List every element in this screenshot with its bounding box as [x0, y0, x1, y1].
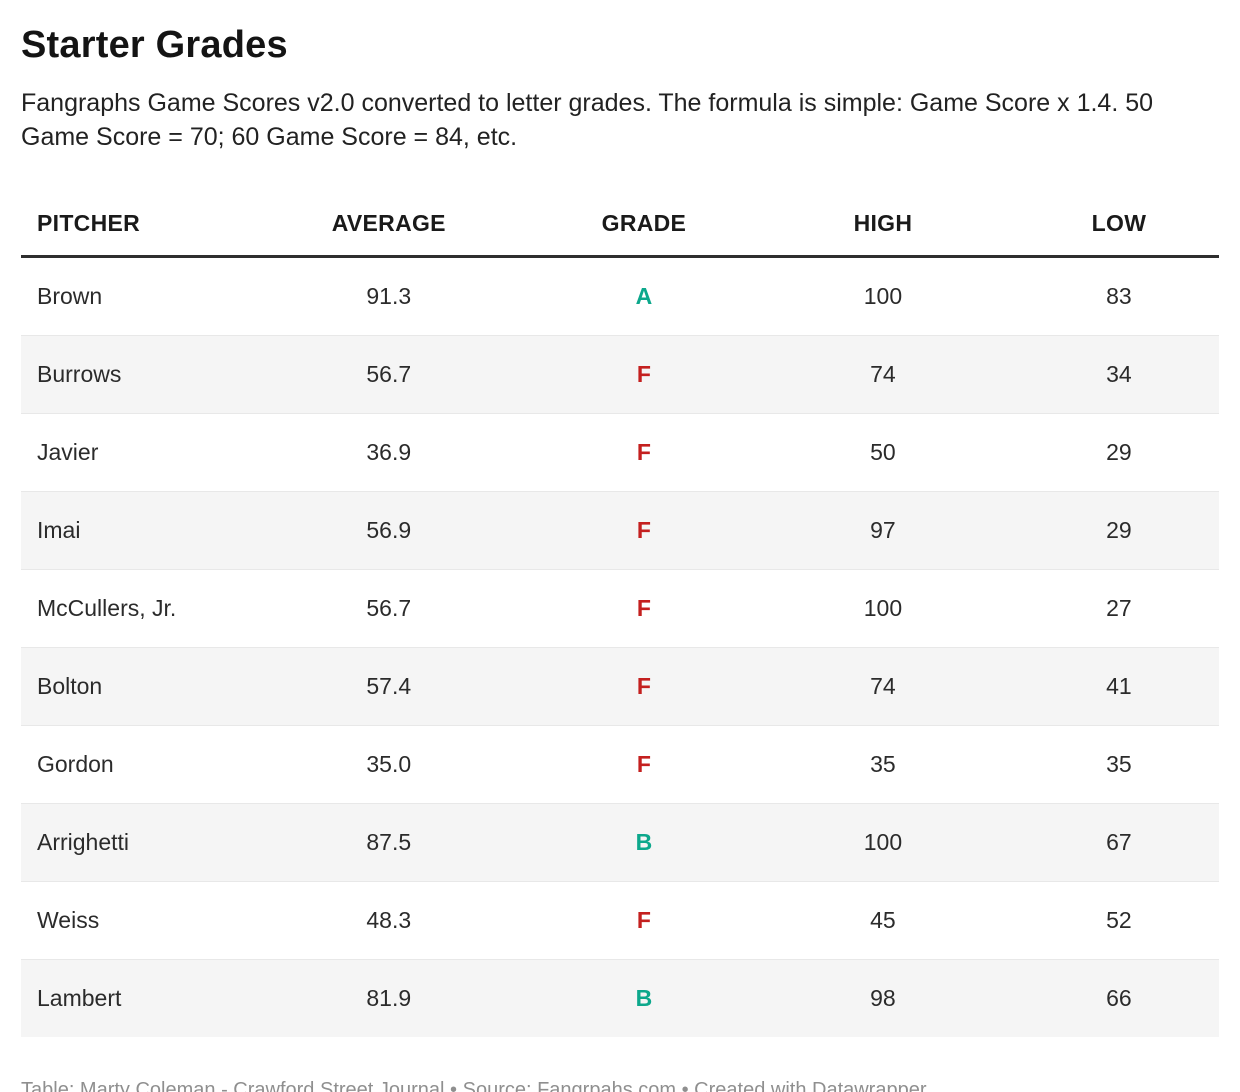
table-row: Brown 91.3 A 100 83	[21, 257, 1219, 336]
cell-grade: B	[541, 804, 747, 882]
grade-letter: F	[636, 907, 651, 933]
cell-low: 41	[1106, 673, 1132, 699]
cell-grade: B	[541, 960, 747, 1038]
cell-high: 97	[870, 517, 896, 543]
cell-low: 34	[1106, 361, 1132, 387]
table-header-row: PITCHER AVERAGE GRADE HIGH LOW	[21, 194, 1219, 258]
cell-average: 48.3	[366, 907, 412, 933]
table-row: Arrighetti 87.5 B 100 67	[21, 803, 1219, 882]
col-header-grade: GRADE	[540, 194, 747, 258]
cell-high: 98	[870, 985, 896, 1011]
cell-grade: F	[541, 492, 747, 570]
grade-letter: A	[635, 283, 653, 309]
cell-high: 100	[863, 595, 903, 621]
table-row: Burrows 56.7 F 74 34	[21, 335, 1219, 414]
cell-low: 83	[1106, 283, 1132, 309]
table-row: Bolton 57.4 F 74 41	[21, 647, 1219, 726]
cell-grade: F	[541, 648, 747, 726]
table-body: Brown 91.3 A 100 83 Burrows 56.7 F 74 34…	[21, 257, 1219, 1038]
cell-pitcher: Arrighetti	[37, 829, 130, 855]
grade-letter: F	[636, 673, 651, 699]
grades-table: PITCHER AVERAGE GRADE HIGH LOW Brown 91.…	[21, 194, 1219, 1037]
chart-description: Fangraphs Game Scores v2.0 converted to …	[21, 89, 1154, 151]
table-row: Weiss 48.3 F 45 52	[21, 881, 1219, 960]
cell-grade: F	[541, 414, 747, 492]
cell-high: 50	[870, 439, 896, 465]
cell-low: 27	[1106, 595, 1132, 621]
cell-low: 67	[1106, 829, 1132, 855]
cell-grade: A	[541, 257, 747, 336]
grade-letter: F	[636, 439, 651, 465]
cell-high: 74	[870, 361, 896, 387]
cell-high: 100	[863, 283, 903, 309]
cell-grade: F	[541, 882, 747, 960]
footer-credit: Table: Marty Coleman - Crawford Street J…	[21, 1079, 927, 1092]
grade-letter: B	[635, 829, 653, 855]
cell-pitcher: Brown	[37, 283, 103, 309]
cell-average: 35.0	[366, 751, 412, 777]
cell-high: 45	[870, 907, 896, 933]
cell-low: 66	[1106, 985, 1132, 1011]
cell-pitcher: Imai	[37, 517, 81, 543]
cell-average: 91.3	[366, 283, 412, 309]
grade-letter: F	[636, 751, 651, 777]
cell-average: 81.9	[366, 985, 412, 1011]
cell-pitcher: Lambert	[37, 985, 122, 1011]
cell-low: 29	[1106, 439, 1132, 465]
table-row: Imai 56.9 F 97 29	[21, 491, 1219, 570]
cell-pitcher: Gordon	[37, 751, 114, 777]
cell-high: 100	[863, 829, 903, 855]
table-row: McCullers, Jr. 56.7 F 100 27	[21, 569, 1219, 648]
cell-average: 56.7	[366, 595, 412, 621]
table-row: Javier 36.9 F 50 29	[21, 413, 1219, 492]
cell-low: 29	[1106, 517, 1132, 543]
cell-pitcher: Javier	[37, 439, 99, 465]
cell-pitcher: Bolton	[37, 673, 103, 699]
col-header-high: HIGH	[746, 194, 1019, 258]
table-row: Gordon 35.0 F 35 35	[21, 725, 1219, 804]
cell-low: 52	[1106, 907, 1132, 933]
cell-pitcher: Burrows	[37, 361, 122, 387]
cell-average: 87.5	[366, 829, 412, 855]
col-header-pitcher: PITCHER	[21, 194, 237, 258]
cell-pitcher: Weiss	[37, 907, 100, 933]
grade-letter: F	[636, 361, 651, 387]
cell-high: 74	[870, 673, 896, 699]
cell-average: 36.9	[366, 439, 412, 465]
cell-grade: F	[541, 336, 747, 414]
cell-grade: F	[541, 570, 747, 648]
col-header-average: AVERAGE	[236, 194, 541, 258]
grade-letter: B	[635, 985, 653, 1011]
cell-pitcher: McCullers, Jr.	[37, 595, 177, 621]
grade-letter: F	[636, 517, 651, 543]
grade-letter: F	[636, 595, 651, 621]
cell-average: 56.9	[366, 517, 412, 543]
cell-grade: F	[541, 726, 747, 804]
table-row: Lambert 81.9 B 98 66	[21, 959, 1219, 1038]
page-title: Starter Grades	[21, 24, 288, 66]
cell-average: 56.7	[366, 361, 412, 387]
cell-low: 35	[1106, 751, 1132, 777]
cell-average: 57.4	[366, 673, 412, 699]
cell-high: 35	[870, 751, 896, 777]
col-header-low: LOW	[1018, 194, 1219, 258]
